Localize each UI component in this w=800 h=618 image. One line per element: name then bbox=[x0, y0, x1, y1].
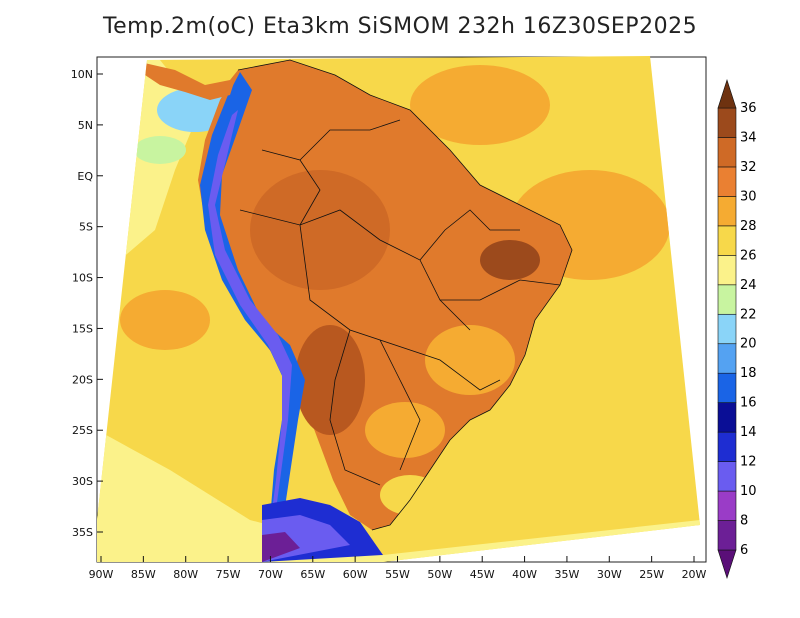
colorbar-label: 26 bbox=[740, 248, 757, 263]
colorbar-swatch bbox=[717, 402, 737, 433]
colorbar-label: 28 bbox=[740, 219, 757, 234]
colorbar: 6 8 10 12 14 16 18 20 22 24 26 28 30 32 34 36 bbox=[717, 79, 757, 579]
colorbar-swatch bbox=[717, 196, 737, 227]
colorbar-swatch bbox=[717, 549, 737, 579]
colorbar-swatch bbox=[717, 284, 737, 315]
lat-tick-label: 5S bbox=[79, 221, 93, 234]
colorbar-label: 6 bbox=[740, 543, 748, 558]
colorbar-label: 36 bbox=[740, 101, 757, 116]
lon-tick-label: 20W bbox=[682, 568, 707, 581]
latitude-axis: 10N 5N EQ 5S 10S 15S 20S 25S 30S 35S bbox=[71, 68, 103, 539]
colorbar-swatch bbox=[717, 520, 737, 551]
colorbar-label: 20 bbox=[740, 337, 757, 352]
lon-tick-label: 55W bbox=[385, 568, 410, 581]
central-america bbox=[140, 62, 238, 100]
colorbar-swatch bbox=[717, 225, 737, 256]
colorbar-label: 24 bbox=[740, 278, 757, 293]
longitude-axis: 90W 85W 80W 75W 70W 65W 60W 55W 50W 45W 40W 35W 30W 2… bbox=[89, 556, 707, 581]
colorbar-swatch bbox=[717, 79, 737, 109]
colorbar-swatch bbox=[717, 137, 737, 168]
lon-tick-label: 45W bbox=[470, 568, 495, 581]
borders bbox=[237, 59, 573, 531]
hot-core-amazon bbox=[250, 170, 390, 290]
map-title: Temp.2m(oC) Eta3km SiSMOM 232h 16Z30SEP2… bbox=[102, 14, 698, 39]
colorbar-label: 30 bbox=[740, 189, 757, 204]
colorbar-swatch bbox=[717, 372, 737, 403]
lat-tick-label: 35S bbox=[72, 526, 93, 539]
patagonia-coldest bbox=[262, 532, 300, 562]
colorbar-label: 8 bbox=[740, 514, 748, 529]
mild-area-uruguay bbox=[380, 475, 440, 515]
colorbar-swatch bbox=[717, 255, 737, 286]
warm-patch-pacific bbox=[120, 290, 210, 350]
mild-patch-pacific bbox=[134, 136, 186, 164]
colorbar-swatch bbox=[717, 461, 737, 492]
colorbar-swatch bbox=[717, 166, 737, 197]
lon-tick-label: 70W bbox=[258, 568, 283, 581]
colorbar-label: 32 bbox=[740, 160, 757, 175]
lon-tick-label: 80W bbox=[173, 568, 198, 581]
hot-core-chaco bbox=[295, 325, 365, 435]
colorbar-swatch bbox=[717, 431, 737, 462]
ocean-cool-band-south bbox=[97, 430, 700, 562]
colorbar-label: 22 bbox=[740, 307, 757, 322]
lon-tick-label: 65W bbox=[300, 568, 325, 581]
mild-area-south bbox=[365, 402, 445, 458]
colorbar-label: 14 bbox=[740, 425, 757, 440]
warm-patch-north-atlantic bbox=[410, 65, 550, 145]
lat-tick-label: 30S bbox=[72, 475, 93, 488]
colorbar-label: 18 bbox=[740, 366, 757, 381]
mild-area-southeast bbox=[425, 325, 515, 395]
lon-tick-label: 85W bbox=[131, 568, 156, 581]
lon-tick-label: 90W bbox=[89, 568, 114, 581]
lon-tick-label: 25W bbox=[639, 568, 664, 581]
lon-tick-label: 60W bbox=[343, 568, 368, 581]
colorbar-swatch bbox=[717, 107, 737, 138]
lon-tick-label: 50W bbox=[427, 568, 452, 581]
hot-core-northeast bbox=[480, 240, 540, 280]
lat-tick-label: 20S bbox=[72, 373, 93, 386]
colorbar-label: 10 bbox=[740, 484, 757, 499]
lat-tick-label: 25S bbox=[72, 424, 93, 437]
lon-tick-label: 40W bbox=[512, 568, 537, 581]
lon-tick-label: 75W bbox=[216, 568, 241, 581]
lat-tick-label: 5N bbox=[78, 119, 93, 132]
lat-tick-label: 15S bbox=[72, 322, 93, 335]
colorbar-swatch bbox=[717, 343, 737, 374]
colorbar-label: 16 bbox=[740, 396, 757, 411]
lat-tick-label: 10N bbox=[71, 68, 93, 81]
colorbar-swatch bbox=[717, 313, 737, 345]
colorbar-label: 34 bbox=[740, 130, 757, 145]
lat-tick-label: EQ bbox=[77, 170, 93, 183]
lon-tick-label: 30W bbox=[597, 568, 622, 581]
temperature-field bbox=[97, 56, 700, 562]
lat-tick-label: 10S bbox=[72, 272, 93, 285]
colorbar-label: 12 bbox=[740, 455, 757, 470]
colorbar-swatch bbox=[717, 490, 737, 521]
lon-tick-label: 35W bbox=[554, 568, 579, 581]
